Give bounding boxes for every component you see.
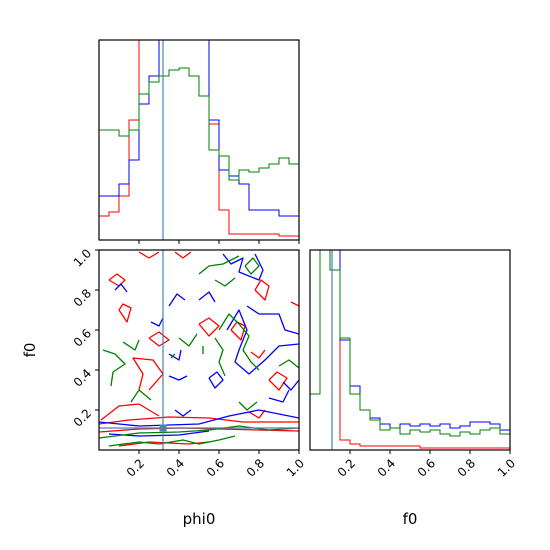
contour-red-line <box>230 321 246 341</box>
histogram-blue-series <box>99 40 299 240</box>
axes-frame <box>98 39 300 241</box>
contour-green-line <box>178 333 198 347</box>
contour-green-line <box>102 349 126 387</box>
contour-green-line <box>244 257 260 275</box>
f0-marginal-histogram: 0.2 0.4 0.6 0.8 1.0 f0 <box>309 249 518 528</box>
contour-green-line <box>214 277 236 287</box>
contour-red-line <box>198 317 220 337</box>
axes-frame <box>309 249 511 451</box>
x-tick-label: 0.4 <box>164 456 187 479</box>
contour-plot-area <box>99 250 299 450</box>
x-tick-label: 1.0 <box>495 456 518 479</box>
contour-green-line <box>218 313 260 371</box>
histogram-plot-area <box>99 40 299 240</box>
contour-red-line <box>99 416 299 425</box>
x-axis-label: f0 <box>403 510 418 528</box>
contour-blue-line <box>246 305 299 335</box>
contour-green-line <box>122 339 140 351</box>
contour-red-line <box>290 301 299 307</box>
contour-red-line <box>254 279 270 301</box>
axes-frame <box>98 249 300 451</box>
contour-blue-line <box>174 409 192 417</box>
contour-blue-line <box>222 253 264 281</box>
contour-blue-line <box>226 309 299 375</box>
contour-blue-line <box>150 317 164 327</box>
y-tick-label: 0.2 <box>71 406 94 429</box>
contour-green-line <box>99 425 299 439</box>
contour-red-line <box>108 273 126 287</box>
contour-red-line <box>248 409 266 419</box>
contour-blue-line <box>168 293 186 307</box>
contour-red-line <box>148 331 170 347</box>
contour-red-line <box>132 357 164 391</box>
y-axis-label: f0 <box>21 343 39 358</box>
contour-green-line <box>130 389 152 403</box>
contour-green-line <box>238 401 258 411</box>
contour-red-line <box>118 441 210 447</box>
contour-blue-line <box>114 283 128 293</box>
x-tick-label: 0.4 <box>375 456 398 479</box>
contour-blue-line <box>168 375 188 381</box>
contour-red-line <box>100 403 160 421</box>
histogram-green-series <box>310 250 510 450</box>
contour-green-line <box>108 435 236 447</box>
contour-green-line <box>278 359 299 369</box>
contour-blue-line <box>282 379 299 391</box>
x-tick-label: 0.6 <box>204 456 227 479</box>
x-tick-label: 0.2 <box>124 456 147 479</box>
phi0-marginal-histogram <box>98 39 300 244</box>
contour-red-line <box>174 251 192 259</box>
x-tick-label: 0.6 <box>415 456 438 479</box>
x-axis-label: phi0 <box>183 510 216 528</box>
contour-red-line <box>138 251 160 259</box>
y-tick-label: 0.6 <box>71 326 94 349</box>
contour-red-line <box>118 303 132 323</box>
x-tick-label: 1.0 <box>284 456 307 479</box>
truth-marker <box>159 424 167 432</box>
contour-green-line <box>198 255 240 275</box>
x-tick-label: 0.8 <box>244 456 267 479</box>
y-tick-label: 1.0 <box>71 246 94 269</box>
histogram-plot-area <box>310 250 510 450</box>
histogram-green-series <box>99 67 299 240</box>
y-tick-label: 0.8 <box>71 286 94 309</box>
y-tick-label: 0.4 <box>71 366 94 389</box>
contour-blue-line <box>268 389 290 403</box>
contour-blue-line <box>208 371 224 389</box>
phi0-f0-contour-panel: 0.2 0.4 0.6 0.8 1.0 0.2 0.4 0.6 0.8 1.0 phi0 f0 <box>21 246 307 528</box>
contour-red-line <box>250 349 266 359</box>
contour-blue-line <box>99 409 299 427</box>
contour-blue-line <box>168 349 182 361</box>
x-tick-label: 0.2 <box>335 456 358 479</box>
contour-green-line <box>214 337 226 377</box>
contour-red-line <box>268 371 288 391</box>
x-tick-label: 0.8 <box>455 456 478 479</box>
contour-blue-line <box>198 291 216 303</box>
contour-green-line <box>170 353 176 359</box>
